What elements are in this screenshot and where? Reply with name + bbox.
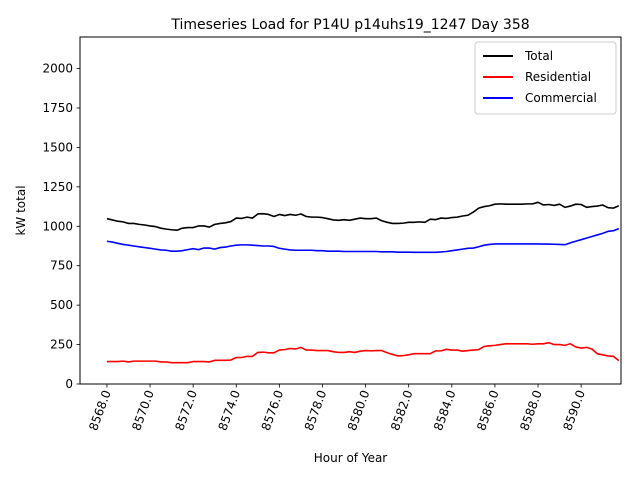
y-tick-label: 500 xyxy=(50,298,73,312)
x-axis-label: Hour of Year xyxy=(314,451,388,465)
y-tick-label: 250 xyxy=(50,338,73,352)
series-layer xyxy=(106,201,620,364)
y-tick-label: 1750 xyxy=(42,101,73,115)
y-axis: 0 250 500 750 1000 1250 1500 1750 2000 xyxy=(42,62,80,391)
y-axis-label: kW total xyxy=(14,185,28,235)
legend-label-total: Total xyxy=(524,49,553,63)
y-tick-label: 1250 xyxy=(42,180,73,194)
series-line-residential xyxy=(106,341,620,364)
legend-label-commercial: Commercial xyxy=(525,91,597,105)
series-line-total xyxy=(106,201,620,232)
y-tick-label: 1000 xyxy=(42,219,73,233)
plot-frame xyxy=(79,36,622,385)
chart-title: Timeseries Load for P14U p14uhs19_1247 D… xyxy=(170,17,529,33)
y-tick-label: 2000 xyxy=(42,62,73,76)
legend: Total Residential Commercial xyxy=(474,41,617,115)
y-tick-label: 750 xyxy=(50,259,73,273)
legend-label-residential: Residential xyxy=(525,70,591,84)
series-line-commercial xyxy=(106,227,620,254)
y-tick-label: 1500 xyxy=(42,140,73,154)
legend-box xyxy=(474,41,617,115)
y-tick-label: 0 xyxy=(65,377,73,391)
